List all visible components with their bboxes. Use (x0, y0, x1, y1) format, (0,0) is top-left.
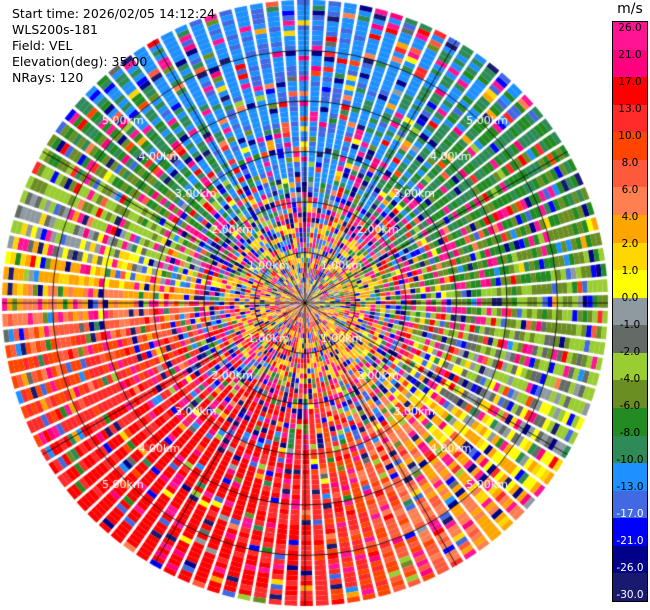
colorbar-segment (613, 49, 647, 78)
colorbar-segment (613, 77, 647, 106)
colorbar-segment (613, 104, 647, 133)
colorbar-tick-label: 2.0 (621, 238, 639, 250)
nrays-text: NRays: 120 (12, 70, 84, 85)
colorbar-segment (613, 435, 647, 464)
colorbar-segment (613, 159, 647, 188)
colorbar-tick-label: 10.0 (618, 130, 642, 142)
colorbar-segment (613, 22, 647, 51)
colorbar-tick-label: -30.0 (616, 589, 644, 601)
colorbar-tick-label: 1.0 (621, 265, 639, 277)
colorbar-segment (613, 187, 647, 216)
instrument-text: WLS200s-181 (12, 22, 98, 37)
field-text: Field: VEL (12, 38, 73, 53)
colorbar-segment (613, 573, 647, 602)
colorbar-segment (613, 270, 647, 299)
colorbar-tick-label: 6.0 (621, 184, 639, 196)
start-time-text: Start time: 2026/02/05 14:12:24 (12, 6, 216, 21)
colorbar-tick-label: 21.0 (618, 49, 642, 61)
colorbar-tick-label: 13.0 (618, 103, 642, 115)
elevation-text: Elevation(deg): 35.00 (12, 54, 148, 69)
colorbar-tick-label: -21.0 (616, 535, 644, 547)
colorbar-tick-label: -2.0 (619, 346, 641, 358)
colorbar-tick-label: 4.0 (621, 211, 639, 223)
colorbar-segment (613, 518, 647, 547)
colorbar-tick-label: -8.0 (619, 427, 641, 439)
colorbar-segment (613, 545, 647, 574)
colorbar-segment (613, 297, 647, 326)
colorbar-segment (613, 215, 647, 244)
colorbar-tick-label: -13.0 (616, 481, 644, 493)
colorbar-tick-label: -10.0 (616, 454, 644, 466)
colorbar-segment (613, 408, 647, 437)
colorbar-segment (613, 490, 647, 519)
colorbar-segment (613, 463, 647, 492)
colorbar-segment (613, 132, 647, 161)
colorbar-tick-label: 17.0 (618, 76, 642, 88)
colorbar: 26.0 21.0 17.0 13.0 10.0 8.0 6.0 4.0 2.0 1.0 0.0 -1… (612, 21, 648, 602)
colorbar-segment (613, 352, 647, 381)
colorbar-tick-label: -1.0 (619, 319, 641, 331)
colorbar-tick-label: 26.0 (618, 22, 642, 34)
colorbar-unit: m/s (617, 1, 643, 17)
colorbar-tick-label: -4.0 (619, 373, 641, 385)
colorbar-tick-label: -26.0 (616, 562, 644, 574)
colorbar-tick-label: 0.0 (621, 292, 639, 304)
colorbar-tick-label: -17.0 (616, 508, 644, 520)
colorbar-segment (613, 380, 647, 409)
colorbar-segment (613, 242, 647, 271)
colorbar-tick-label: 8.0 (621, 157, 639, 169)
colorbar-tick-label: -6.0 (619, 400, 641, 412)
colorbar-segment (613, 325, 647, 354)
